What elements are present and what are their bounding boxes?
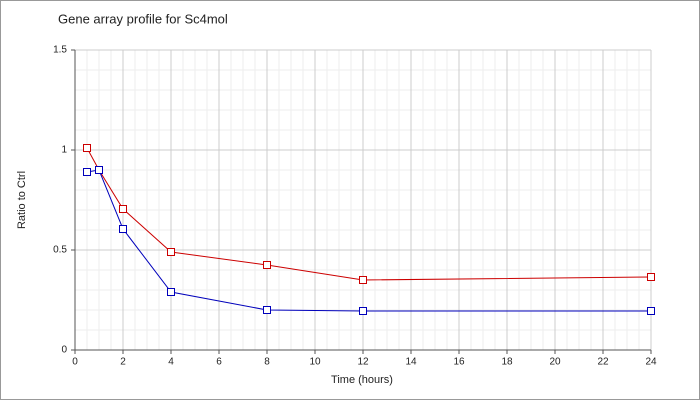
x-axis-title: Time (hours) [331, 374, 393, 386]
y-tick-label: 0.5 [53, 245, 67, 256]
x-tick-label: 24 [645, 357, 657, 368]
x-tick-label: 16 [453, 357, 465, 368]
x-tick-label: 18 [501, 357, 513, 368]
y-tick-label: 0 [61, 345, 67, 356]
point-marker [359, 276, 367, 284]
x-tick-label: 4 [168, 357, 174, 368]
x-tick-label: 2 [120, 357, 126, 368]
y-axis-title: Ratio to Ctrl [16, 171, 28, 229]
point-marker [647, 273, 655, 281]
x-tick-label: 10 [309, 357, 321, 368]
point-marker [167, 288, 175, 296]
point-marker [167, 248, 175, 256]
x-tick-label: 22 [597, 357, 609, 368]
point-marker [263, 261, 271, 269]
chart-title: Gene array profile for Sc4mol [58, 11, 228, 26]
point-marker [119, 225, 127, 233]
x-tick-label: 12 [357, 357, 369, 368]
point-marker [83, 168, 91, 176]
point-marker [95, 166, 103, 174]
point-marker [263, 306, 271, 314]
point-marker [359, 307, 367, 315]
y-tick-label: 1.5 [53, 45, 67, 56]
x-tick-label: 0 [72, 357, 78, 368]
y-tick-label: 1 [61, 145, 67, 156]
x-tick-label: 20 [549, 357, 561, 368]
x-tick-label: 14 [405, 357, 417, 368]
point-marker [647, 307, 655, 315]
x-tick-label: 6 [216, 357, 222, 368]
point-marker [83, 144, 91, 152]
point-marker [119, 205, 127, 213]
x-tick-label: 8 [264, 357, 270, 368]
